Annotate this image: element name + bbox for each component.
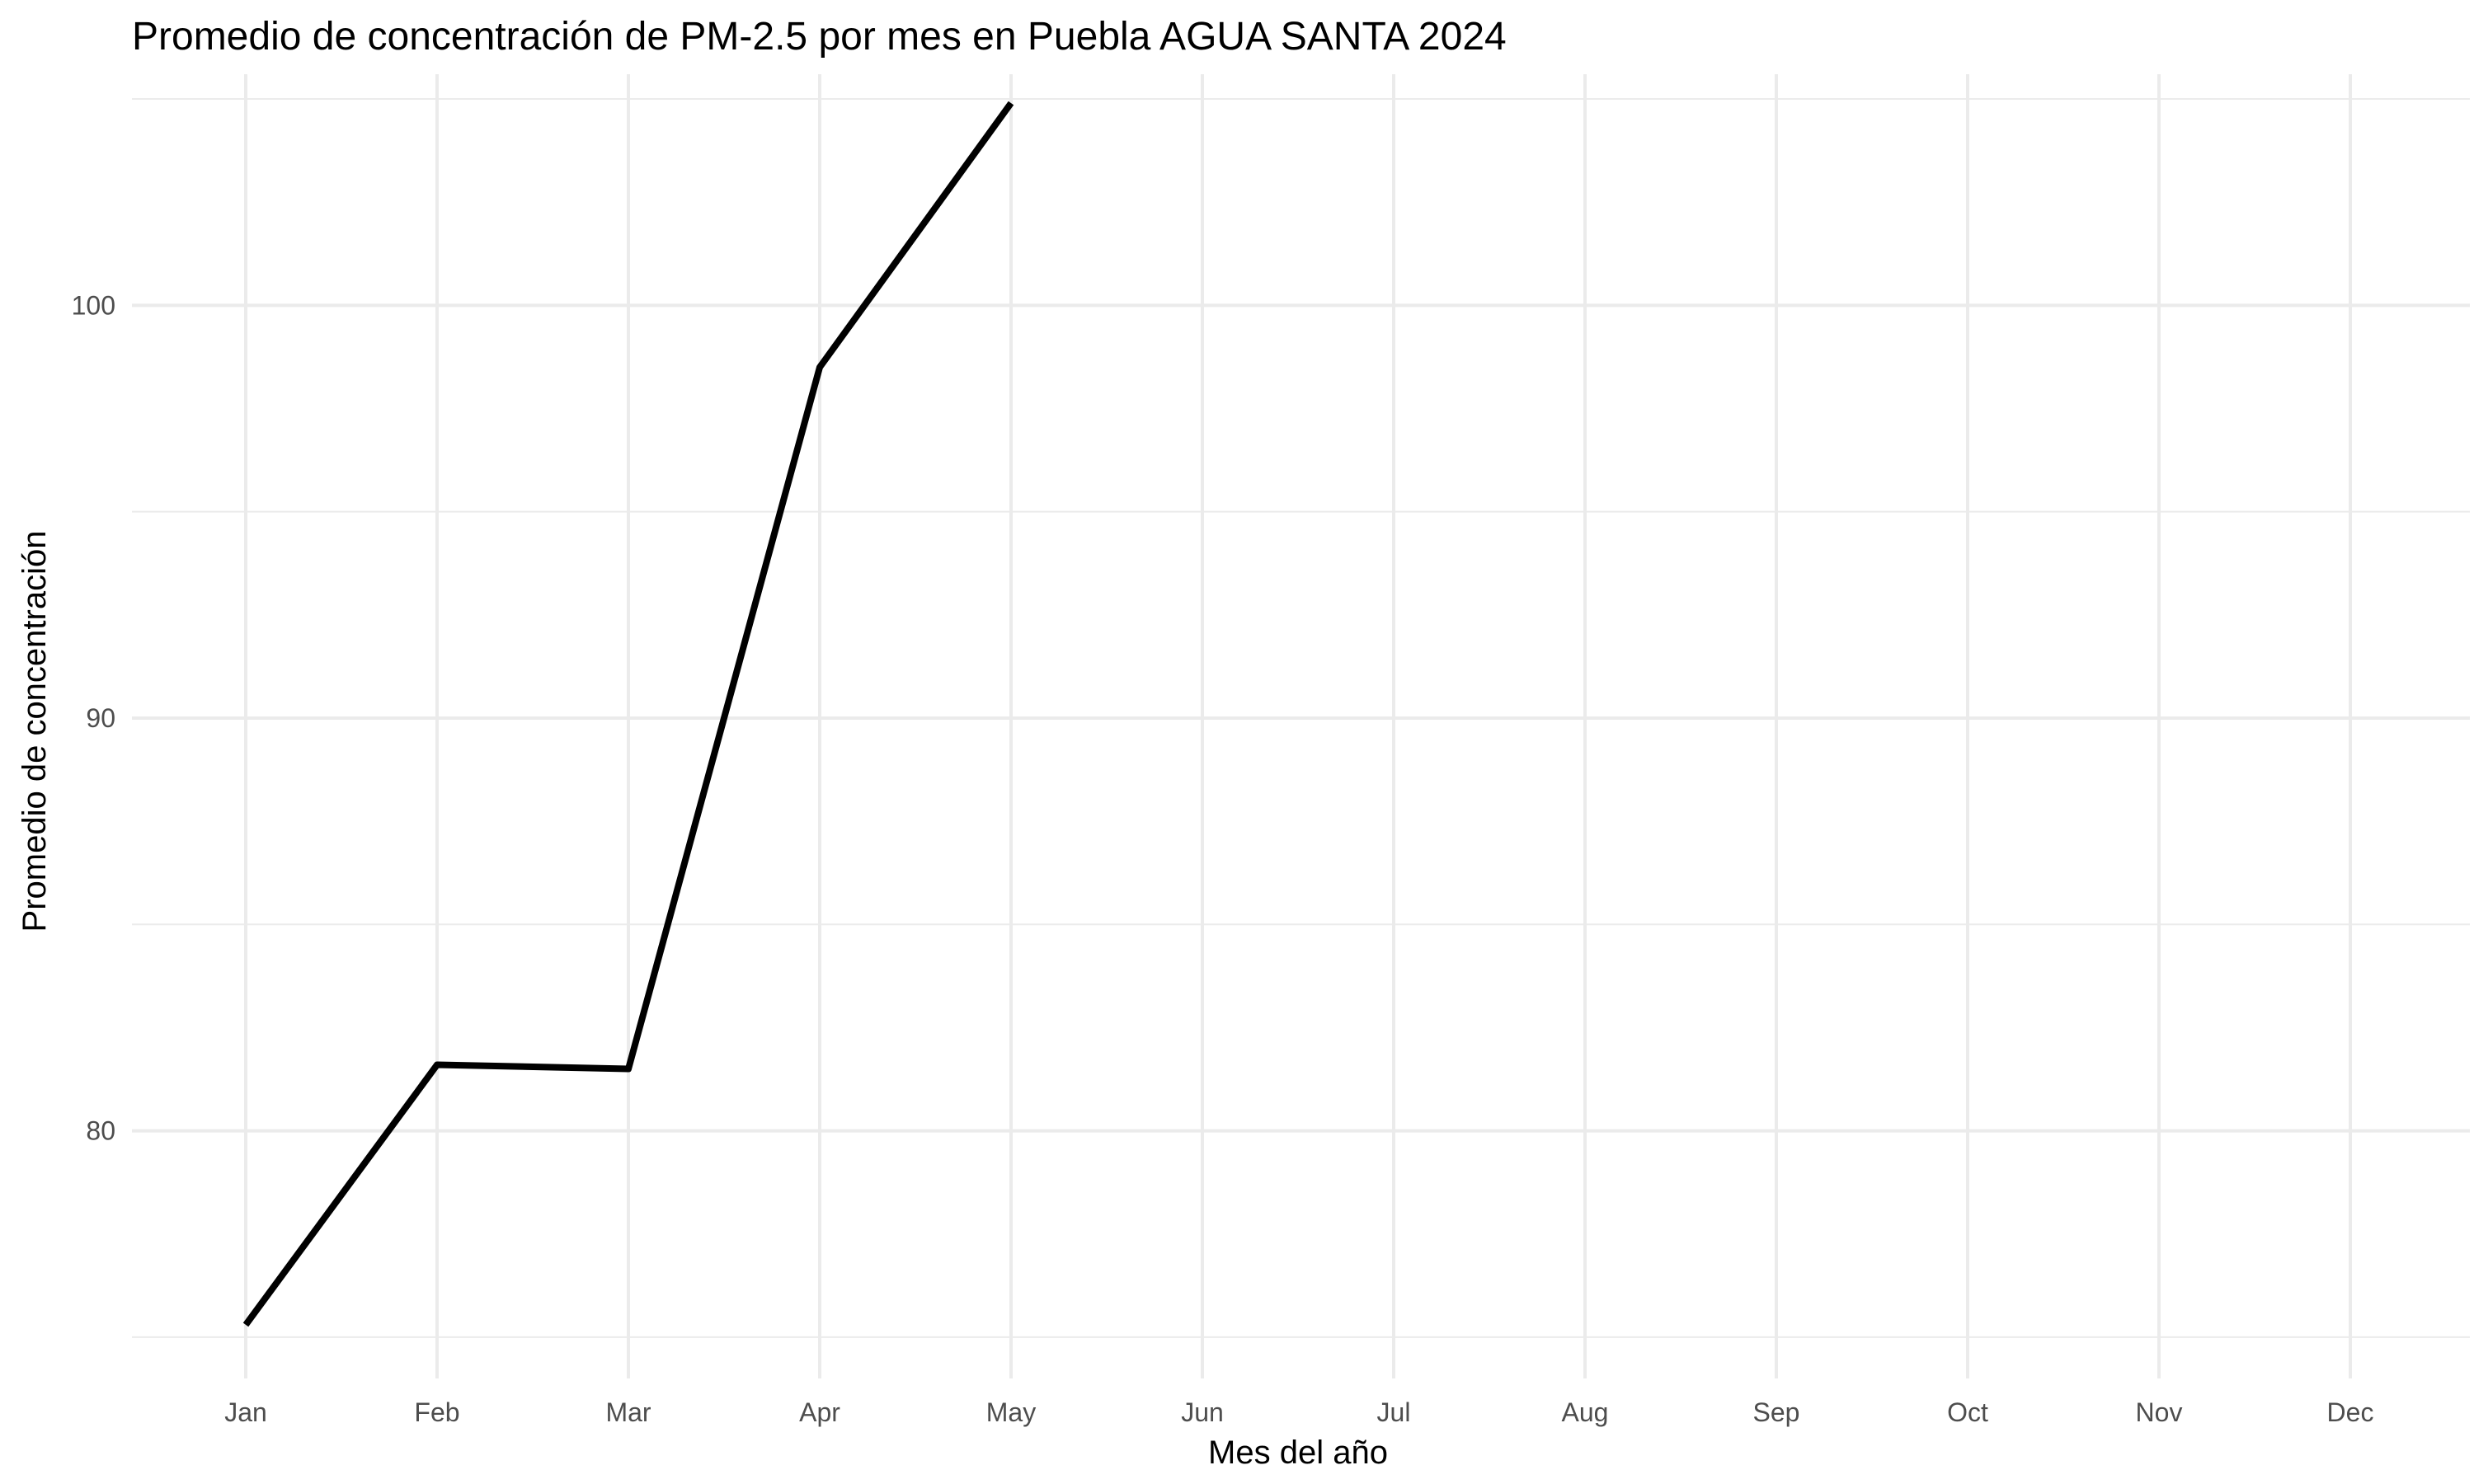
y-axis-ticks: 80 90 100 xyxy=(72,290,115,1145)
x-tick-label: Jul xyxy=(1377,1397,1411,1427)
y-tick-label: 90 xyxy=(86,703,115,733)
y-axis-title: Promedio de concentración xyxy=(16,531,53,932)
x-tick-label: Dec xyxy=(2327,1397,2374,1427)
x-tick-label: Oct xyxy=(1947,1397,1988,1427)
series-layer xyxy=(242,101,1014,1327)
gridlines xyxy=(132,74,2470,1378)
x-tick-label: May xyxy=(986,1397,1036,1427)
x-tick-label: Apr xyxy=(799,1397,840,1427)
x-tick-label: Jun xyxy=(1181,1397,1224,1427)
x-tick-label: Aug xyxy=(1562,1397,1609,1427)
x-axis-title: Mes del año xyxy=(1208,1435,1388,1471)
x-tick-label: Feb xyxy=(414,1397,459,1427)
chart-title: Promedio de concentración de PM-2.5 por … xyxy=(132,15,1507,59)
x-tick-label: Mar xyxy=(605,1397,651,1427)
x-tick-label: Jan xyxy=(224,1397,267,1427)
x-tick-label: Sep xyxy=(1753,1397,1800,1427)
x-tick-label: Nov xyxy=(2136,1397,2183,1427)
y-tick-label: 100 xyxy=(72,290,115,320)
y-tick-label: 80 xyxy=(86,1116,115,1146)
x-axis-ticks: Jan Feb Mar Apr May Jun Jul Aug Sep Oct Nov Dec xyxy=(224,1397,2373,1427)
series-line xyxy=(242,101,1014,1327)
